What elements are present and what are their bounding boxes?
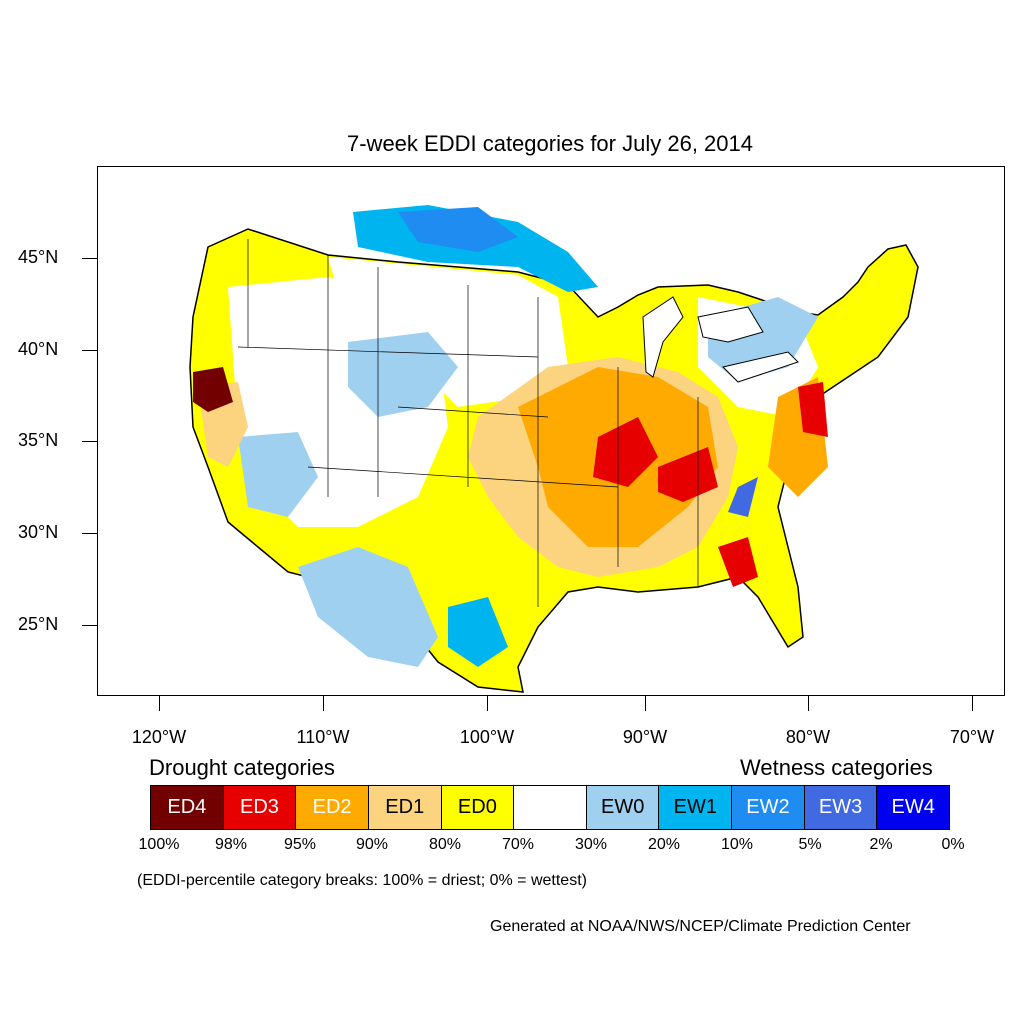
lat-label: 30°N xyxy=(18,522,59,542)
legend-colorbar: ED4 ED3 ED2 ED1 ED0 EW0 EW1 EW2 EW3 EW4 xyxy=(150,785,950,830)
legend-break: 80% xyxy=(428,836,462,853)
legend-break: 98% xyxy=(214,836,248,853)
legend-break: 10% xyxy=(720,836,754,853)
credit-line: Generated at NOAA/NWS/NCEP/Climate Predi… xyxy=(490,918,911,935)
legend-break: 100% xyxy=(138,836,180,853)
legend-break: 0% xyxy=(941,836,965,853)
legend-swatch: ED3 xyxy=(223,786,297,829)
lon-tick xyxy=(323,696,324,711)
lon-label: 90°W xyxy=(622,727,668,747)
legend-swatch: ED4 xyxy=(151,786,224,829)
lat-tick xyxy=(82,533,97,534)
lat-label: 45°N xyxy=(18,247,59,267)
lon-tick xyxy=(972,696,973,711)
lon-label: 110°W xyxy=(296,727,350,747)
category-note: (EDDI-percentile category breaks: 100% =… xyxy=(137,872,587,889)
map-title: 7-week EDDI categories for July 26, 2014 xyxy=(347,131,753,156)
lon-tick xyxy=(159,696,160,711)
legend-break: 95% xyxy=(283,836,317,853)
legend-swatch: ED0 xyxy=(441,786,515,829)
lon-label: 100°W xyxy=(459,727,515,747)
legend-swatch: EW0 xyxy=(586,786,660,829)
legend-swatch: EW2 xyxy=(732,786,805,829)
lat-tick xyxy=(82,625,97,626)
legend-swatch: EW4 xyxy=(877,786,950,829)
lon-tick xyxy=(645,696,646,711)
lat-tick xyxy=(82,441,97,442)
legend-break: 70% xyxy=(501,836,535,853)
lon-tick xyxy=(808,696,809,711)
legend-break: 30% xyxy=(574,836,608,853)
lon-label: 80°W xyxy=(785,727,831,747)
drought-heading: Drought categories xyxy=(149,755,335,780)
lat-label: 25°N xyxy=(18,614,59,634)
lat-tick xyxy=(82,258,97,259)
lon-tick xyxy=(487,696,488,711)
wetness-heading: Wetness categories xyxy=(740,755,933,780)
legend-swatch: ED1 xyxy=(368,786,442,829)
legend-swatch: EW1 xyxy=(659,786,733,829)
lon-label: 120°W xyxy=(131,727,187,747)
map-canvas xyxy=(189,205,919,693)
legend-swatch xyxy=(514,786,587,829)
lat-tick xyxy=(82,350,97,351)
lon-label: 70°W xyxy=(949,727,995,747)
lat-label: 40°N xyxy=(18,339,59,359)
legend-break: 20% xyxy=(647,836,681,853)
legend-break: 2% xyxy=(869,836,893,853)
legend-break: 90% xyxy=(355,836,389,853)
legend-swatch: EW3 xyxy=(804,786,878,829)
legend-swatch: ED2 xyxy=(296,786,369,829)
legend-break: 5% xyxy=(798,836,822,853)
lat-label: 35°N xyxy=(18,430,59,450)
eddi-map xyxy=(97,166,1005,696)
